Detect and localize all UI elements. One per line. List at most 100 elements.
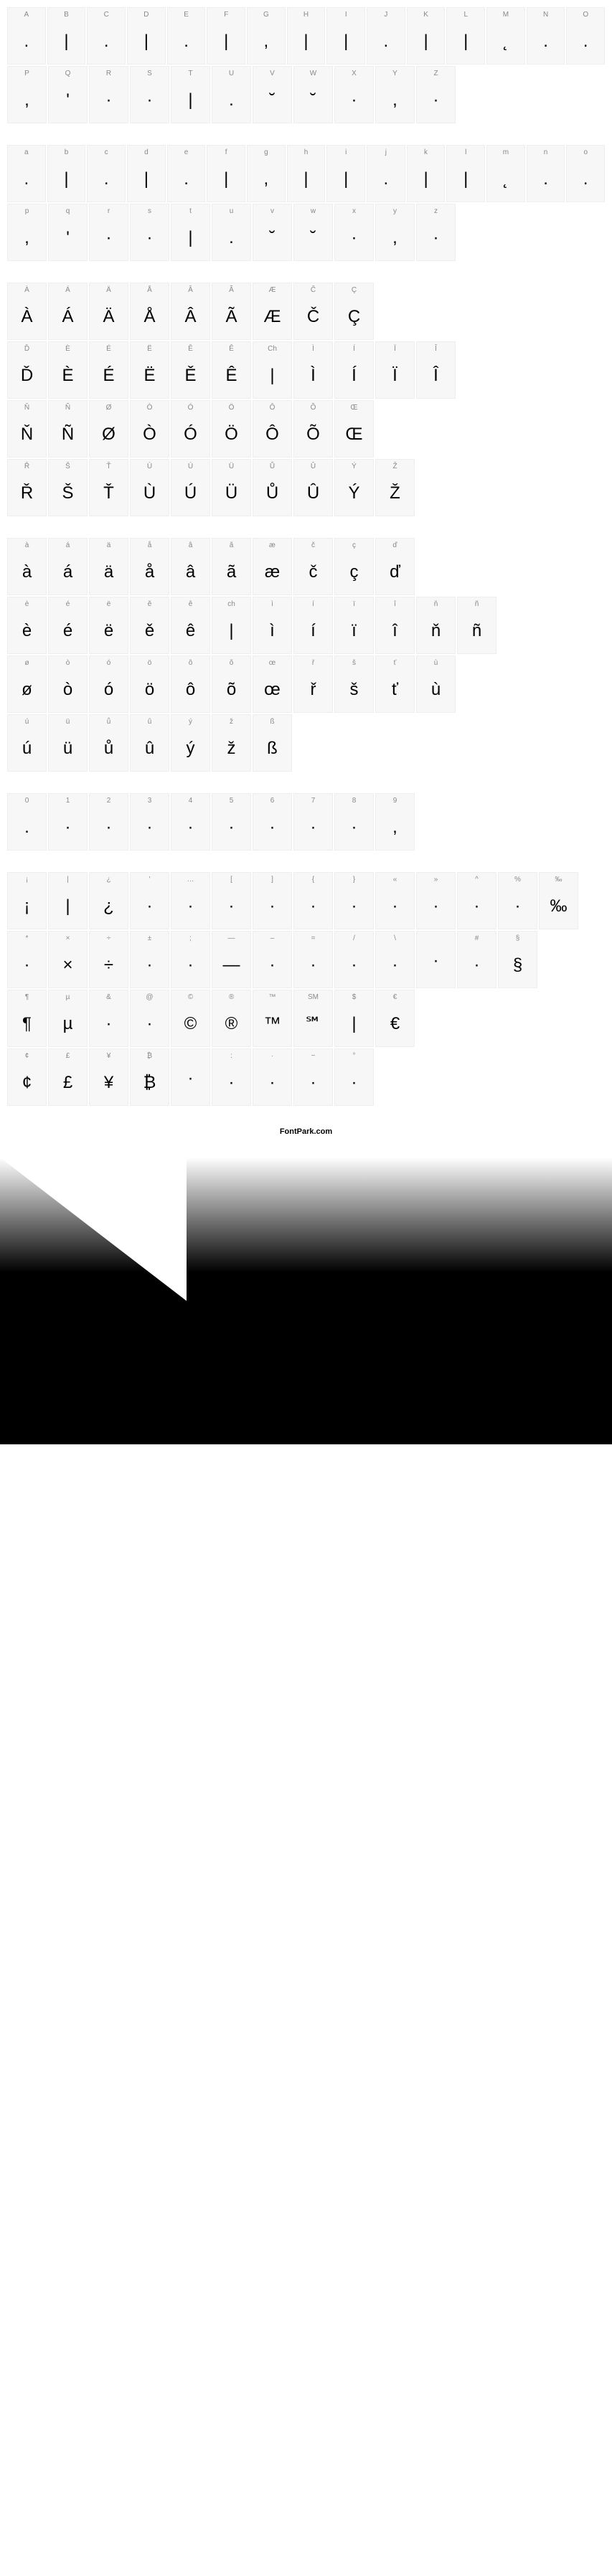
glyph-cell: f|: [207, 145, 245, 202]
glyph-display: Å: [131, 294, 169, 339]
glyph-cell: òò: [48, 655, 88, 713]
glyph-label: £: [49, 1049, 87, 1060]
glyph-display: ,: [8, 215, 46, 260]
glyph-label: u: [212, 204, 250, 215]
glyph-display: Ü: [212, 470, 250, 516]
glyph-display: Ï: [376, 353, 414, 398]
glyph-display: î: [376, 608, 414, 653]
glyph-cell: ÍÍ: [334, 341, 374, 399]
glyph-display: .: [527, 19, 565, 64]
glyph-cell: c.: [87, 145, 126, 202]
glyph-display: ·: [131, 942, 169, 988]
chart-section: ÀÀÁÁÄÄÅÅÂÂÃÃÆÆČČÇÇĎĎÈÈÉÉËËĚĚÊÊCh|ÌÌÍÍÏÏÎ…: [7, 283, 605, 516]
glyph-cell: }·: [334, 872, 374, 929]
glyph-cell: ÀÀ: [7, 283, 47, 340]
glyph-cell: w˘: [293, 204, 333, 261]
glyph-label: a: [8, 146, 45, 156]
glyph-display: š: [335, 667, 373, 712]
glyph-cell: J.: [367, 7, 405, 65]
glyph-display: £: [49, 1060, 87, 1105]
glyph-display: ,: [248, 156, 285, 202]
glyph-display: ·: [294, 884, 332, 929]
glyph-label: œ: [253, 656, 291, 667]
glyph-label: ¡: [8, 873, 46, 884]
glyph-label: Ť: [90, 460, 128, 470]
glyph-label: 1: [49, 794, 87, 805]
glyph-label: K: [408, 8, 445, 19]
glyph-label: Ý: [335, 460, 373, 470]
glyph-display: Ú: [171, 470, 210, 516]
glyph-cell: »·: [416, 872, 456, 929]
glyph-display: .: [527, 156, 565, 202]
glyph-cell: ÃÃ: [212, 283, 251, 340]
glyph-display: ·: [417, 884, 455, 929]
glyph-cell: öö: [130, 655, 169, 713]
glyph-cell: /·: [334, 931, 374, 988]
glyph-label: y: [376, 204, 414, 215]
glyph-label: ^: [458, 873, 496, 884]
glyph-label: 0: [8, 794, 46, 805]
glyph-display: |: [207, 19, 245, 64]
glyph-cell: ;·: [171, 931, 210, 988]
glyph-cell: ®®: [212, 990, 251, 1047]
glyph-label: b: [48, 146, 85, 156]
glyph-label: å: [131, 539, 169, 549]
glyph-display: õ: [212, 667, 250, 712]
chart-row: A.B|C.D|E.F|G,H|I|J.K|L|M˛N.O.: [7, 7, 605, 65]
glyph-cell: ¢¢: [7, 1048, 47, 1106]
chart-row: èèééëëěěêêch|ììííïïîîňňññ: [7, 597, 605, 654]
glyph-display: ä: [90, 549, 128, 595]
sections-container: A.B|C.D|E.F|G,H|I|J.K|L|M˛N.O.P,Q'R·S·T|…: [7, 7, 605, 1106]
glyph-display: ·: [171, 805, 210, 850]
glyph-label: ·: [253, 1049, 291, 1060]
glyph-display: ': [49, 77, 87, 123]
glyph-display: .: [212, 215, 250, 260]
glyph-label: Û: [294, 460, 332, 470]
glyph-label: O: [567, 8, 604, 19]
glyph-cell: ÏÏ: [375, 341, 415, 399]
glyph-cell: ±·: [130, 931, 169, 988]
glyph-display: ·: [376, 884, 414, 929]
glyph-label: Ch: [253, 342, 291, 353]
glyph-label: v: [253, 204, 291, 215]
footer-attribution: FontPark.com: [7, 1127, 605, 1136]
glyph-cell: 9,: [375, 793, 415, 851]
glyph-cell: K|: [407, 7, 446, 65]
glyph-display: ¶: [8, 1001, 46, 1046]
glyph-cell: ¥¥: [89, 1048, 128, 1106]
glyph-cell: o.: [566, 145, 605, 202]
glyph-display: Ö: [212, 412, 250, 457]
glyph-display: Ý: [335, 470, 373, 516]
glyph-display: .: [88, 19, 125, 64]
glyph-display: ç: [335, 549, 373, 595]
glyph-display: Ø: [90, 412, 128, 457]
glyph-label: c: [88, 146, 125, 156]
glyph-cell: V˘: [253, 66, 292, 123]
glyph-cell: ^·: [457, 872, 496, 929]
glyph-display: ℠: [294, 1001, 332, 1046]
glyph-label: Ň: [8, 401, 46, 412]
glyph-display: |: [335, 1001, 373, 1046]
glyph-cell: 2·: [89, 793, 128, 851]
glyph-cell: g,: [247, 145, 286, 202]
glyph-cell: ~·: [293, 1048, 333, 1106]
glyph-display: ·: [131, 805, 169, 850]
chart-section: 0.1·2·3·4·5·6·7·8·9,: [7, 793, 605, 851]
glyph-display: ·: [131, 1001, 169, 1046]
glyph-label: d: [128, 146, 165, 156]
glyph-display: ž: [212, 726, 250, 771]
glyph-display: í: [294, 608, 332, 653]
glyph-label: ®: [212, 990, 250, 1001]
glyph-cell: ïï: [334, 597, 374, 654]
glyph-cell: øø: [7, 655, 47, 713]
glyph-cell: 1·: [48, 793, 88, 851]
glyph-display: ·: [253, 1060, 291, 1105]
glyph-label: \: [376, 932, 414, 942]
glyph-cell: T|: [171, 66, 210, 123]
glyph-label: č: [294, 539, 332, 549]
glyph-cell: j.: [367, 145, 405, 202]
glyph-display: ů: [90, 726, 128, 771]
glyph-cell: ŤŤ: [89, 459, 128, 516]
glyph-cell: ØØ: [89, 400, 128, 458]
glyph-display: ·: [49, 805, 87, 850]
